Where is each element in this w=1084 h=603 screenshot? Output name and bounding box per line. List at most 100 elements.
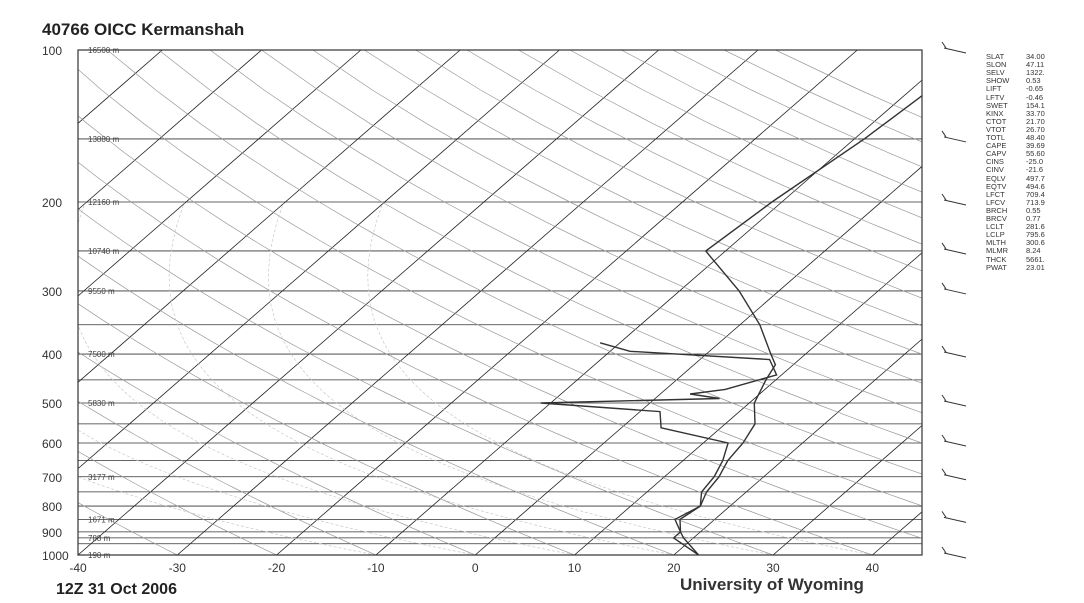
index-value: 21.70 [1026,116,1045,126]
index-value: 5661. [1026,254,1045,264]
height-label: 9550 m [88,287,115,296]
wind-barb [943,136,967,143]
wind-barb [943,516,967,523]
isotherm-line [78,50,262,211]
index-value: 47.11 [1026,60,1045,70]
isotherm-line [474,165,922,555]
index-value: 8.24 [1026,246,1041,256]
moist-adiabat [78,429,476,555]
wind-barb-flag [941,394,947,402]
wind-barb [943,199,967,206]
y-tick-label: 400 [42,348,62,362]
isotherm-line [78,50,163,124]
wind-barb-flag [941,511,947,518]
height-label: 12160 m [88,198,119,207]
isotherm-line [772,424,922,555]
index-name: EQLV [986,173,1006,183]
y-tick-label: 600 [42,437,62,451]
y-tick-label: 1000 [42,549,69,563]
wind-barb [943,47,967,54]
y-tick-label: 700 [42,471,62,485]
wind-barb-flag [941,242,947,250]
dry-adiabat [312,50,922,355]
index-name: SWET [986,100,1008,110]
index-value: 48.40 [1026,133,1045,142]
index-name: SLAT [986,52,1005,61]
index-value: 0.77 [1026,214,1041,223]
y-tick-label: 300 [42,285,62,299]
height-label: 3177 m [88,473,115,482]
wind-barb-flag [941,130,947,138]
height-label: 16500 m [88,46,119,55]
index-value: 281.6 [1026,222,1045,232]
index-value: 154.1 [1026,100,1045,110]
x-tick-label: -10 [367,561,385,575]
wind-barb [943,248,967,255]
index-value: 34.00 [1026,52,1045,61]
y-tick-label: 800 [42,500,62,514]
index-name: SHOW [986,76,1010,86]
dry-adiabat [364,50,922,327]
dry-adiabat [78,303,575,555]
chart-date: 12Z 31 Oct 2006 [56,581,177,598]
isotherm-line [177,50,759,555]
wind-barb [943,400,967,407]
dry-adiabat [78,115,922,539]
moist-adiabat [268,201,774,555]
index-value: 0.53 [1026,76,1041,86]
dry-adiabat [78,351,476,555]
x-tick-label: 20 [667,561,681,575]
dry-adiabat [466,50,922,272]
isotherm-line [78,50,461,383]
chart-title: 40766 OICC Kermanshah [42,20,245,39]
wind-barb [943,440,967,447]
wind-barb-flag [941,434,947,442]
index-value: 23.01 [1026,262,1045,272]
dry-adiabat [78,400,377,555]
index-name: CINS [986,157,1004,167]
dry-adiabat [107,50,922,475]
isotherm-line [78,50,560,470]
index-value: -0.65 [1026,84,1044,94]
wind-barb-flag [941,345,947,353]
isotherm-line [375,79,922,555]
dry-adiabat [78,208,774,555]
index-name: LCLT [986,222,1004,232]
moist-adiabat [367,201,873,555]
index-value: 713.9 [1026,197,1045,207]
x-tick-label: -20 [268,561,286,575]
index-value: 494.6 [1026,181,1045,191]
index-name: MLMR [986,246,1009,256]
height-label: 5830 m [88,399,115,408]
plot-frame [77,49,923,556]
index-value: -0.46 [1026,92,1044,102]
x-tick-label: 30 [766,561,780,575]
index-value: 39.69 [1026,141,1045,151]
index-value: 795.6 [1026,230,1045,240]
dry-adiabat [158,50,922,444]
wind-barb [943,552,967,559]
isotherm-line [78,50,362,297]
dry-adiabat [78,68,922,507]
index-name: TOTL [986,133,1006,142]
moist-adiabat [78,476,376,555]
y-tick-label: 500 [42,397,62,411]
dry-adiabat [209,50,922,414]
height-label: 13880 m [88,135,119,144]
y-tick-label: 100 [42,44,62,58]
dry-adiabat [415,50,922,299]
plot-area [78,50,922,555]
index-name: THCK [986,254,1007,264]
x-tick-label: -30 [169,561,187,575]
index-value: 1322. [1026,68,1045,78]
index-name: LFCT [986,189,1005,199]
isotherm-line [574,252,922,555]
index-value: 709.4 [1026,189,1045,199]
index-value: -25.0 [1026,157,1044,167]
index-value: -21.6 [1026,165,1044,175]
wind-barb-flag [941,546,947,554]
dry-adiabat [672,50,922,168]
isotherm-line [276,50,858,555]
